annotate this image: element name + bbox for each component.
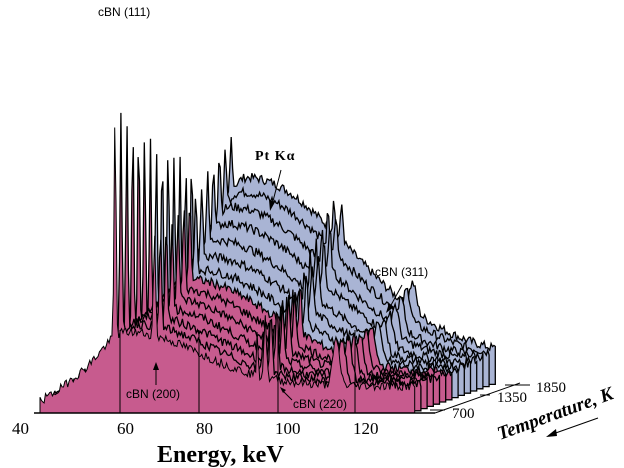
temperature-axis-line (434, 382, 521, 414)
label-cbn-200: cBN (200) (126, 387, 180, 401)
label-cbn-311: cBN (311) (375, 265, 428, 279)
arrow-head-cbn-311 (386, 303, 394, 313)
temperature-direction-arrow (549, 417, 599, 436)
label-cbn-220: cBN (220) (293, 397, 347, 411)
temperature-arrow-head (546, 429, 557, 437)
energy-axis-title: Energy, keV (157, 442, 284, 468)
spectrum-series-700 (39, 127, 416, 414)
temp-tick-label-700: 700 (452, 406, 475, 422)
arrow-head-cbn-200 (153, 362, 159, 370)
x-tick-label: 80 (196, 419, 213, 438)
x-tick-label: 40 (12, 419, 29, 438)
annotation-layer: cBN (111) cBN (200) cBN (220) cBN (311) … (98, 5, 428, 411)
label-cbn-111: cBN (111) (98, 5, 150, 19)
temp-tick-label-1850: 1850 (536, 380, 566, 396)
x-tick-label: 100 (275, 419, 301, 438)
arrow-head-pt-ka (269, 200, 275, 211)
arrow-pt-ka (271, 169, 282, 206)
arrow-cbn-311 (389, 284, 403, 308)
temp-tick-label-1350: 1350 (497, 390, 527, 406)
x-tick-label: 60 (117, 419, 134, 438)
x-tick-label: 120 (353, 419, 379, 438)
label-pt-ka: Pt Kα (255, 149, 295, 164)
arrow-head-cbn-220 (280, 387, 286, 393)
series-layer (39, 112, 496, 414)
